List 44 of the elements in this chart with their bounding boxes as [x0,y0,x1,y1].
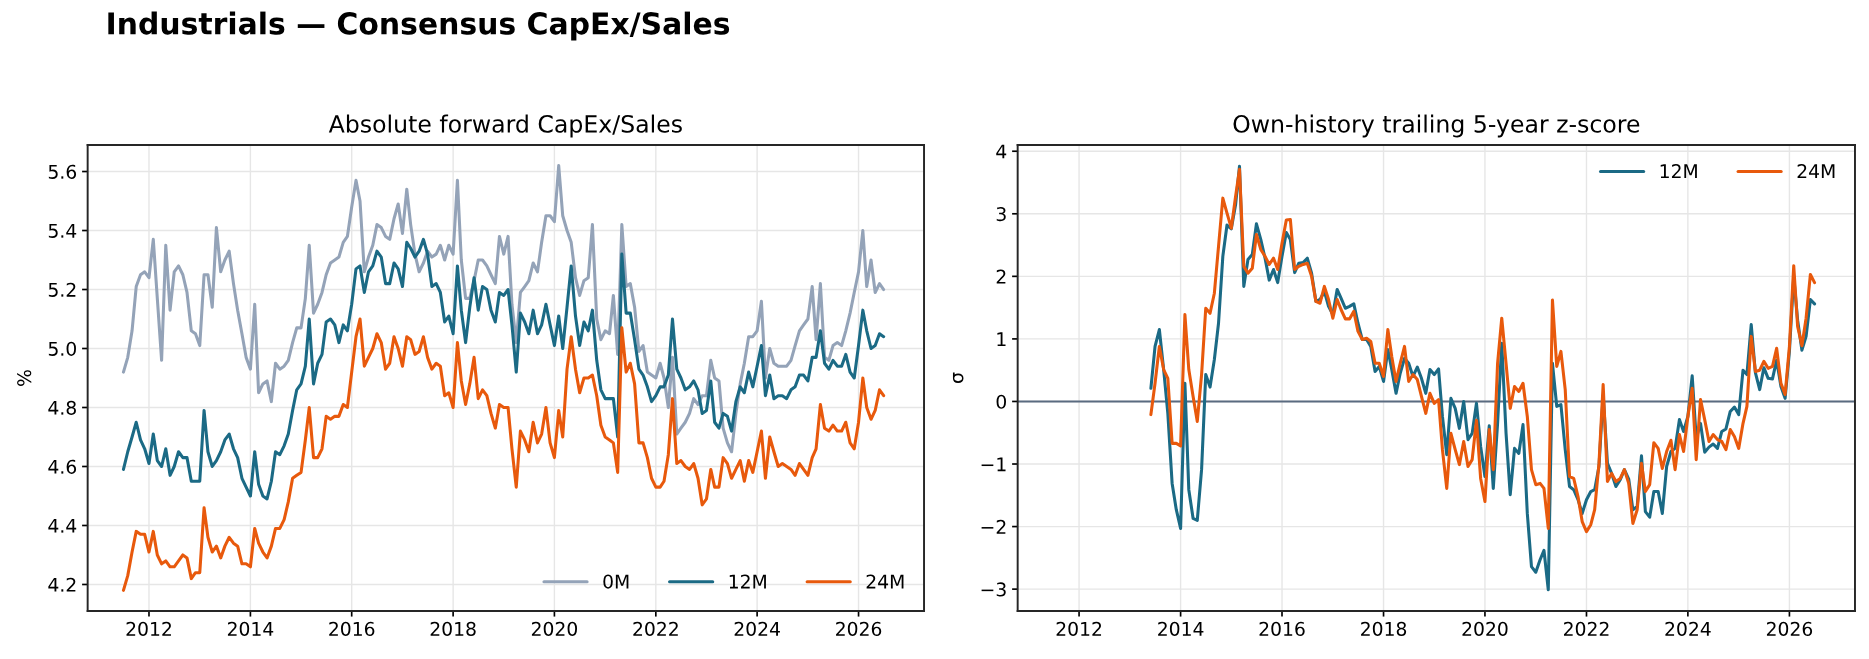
y-tick-label: 3 [996,207,1006,222]
x-tick-label: 2026 [1766,621,1813,636]
x-tick-label: 2016 [329,621,375,636]
x-tick-label: 2026 [836,621,882,636]
x-tick-label: 2012 [1056,621,1102,636]
x-tick-label: 2022 [1564,621,1609,636]
line-series [121,237,886,501]
y-tick-label: 4.8 [48,400,76,415]
y-tick-label: 5.2 [48,282,76,297]
x-tick-label: 2020 [531,621,578,636]
x-tick-label: 2014 [227,621,274,636]
y-tick-label: −3 [981,582,1006,597]
x-tick-label: 2020 [1462,621,1508,636]
x-tick-label: 2016 [1259,621,1305,636]
legend-label: 0M [603,574,629,589]
y-tick-label: 0 [996,394,1007,409]
chart-title: Industrials — Consensus CapEx/Sales [108,11,730,41]
legend-label: 12M [1660,164,1697,178]
y-tick-label: 4.6 [48,459,77,474]
x-tick-label: 2022 [633,621,678,636]
y-tick-label: 5.6 [48,164,77,179]
legend-label: 24M [866,574,904,589]
chart-title: Own-history trailing 5-year z-score [1233,114,1640,138]
y-tick-label: 4.2 [48,577,76,592]
y-tick-label: 2 [996,269,1006,284]
x-tick-label: 2024 [734,621,780,636]
y-tick-label: 4.4 [48,518,77,533]
y-tick-label: −1 [981,457,1006,472]
x-tick-label: 2012 [126,621,171,636]
legend-label: 24M [1797,164,1835,178]
y-tick-label: 1 [997,332,1006,347]
x-tick-label: 2018 [1361,621,1407,636]
y-tick-label: −2 [981,519,1006,534]
y-tick-label: 5.0 [48,341,76,356]
x-tick-label: 2018 [430,621,476,636]
legend-label: 12M [729,574,766,589]
y-axis-title: % [17,370,32,386]
y-tick-label: 4 [996,144,1007,159]
x-tick-label: 2024 [1665,621,1711,636]
chart-subtitle: Absolute forward CapEx/Sales [328,114,682,138]
y-axis-title: σ [952,372,964,383]
x-tick-label: 2014 [1158,621,1204,636]
y-tick-label: 5.4 [48,223,77,238]
line-series [121,164,886,454]
